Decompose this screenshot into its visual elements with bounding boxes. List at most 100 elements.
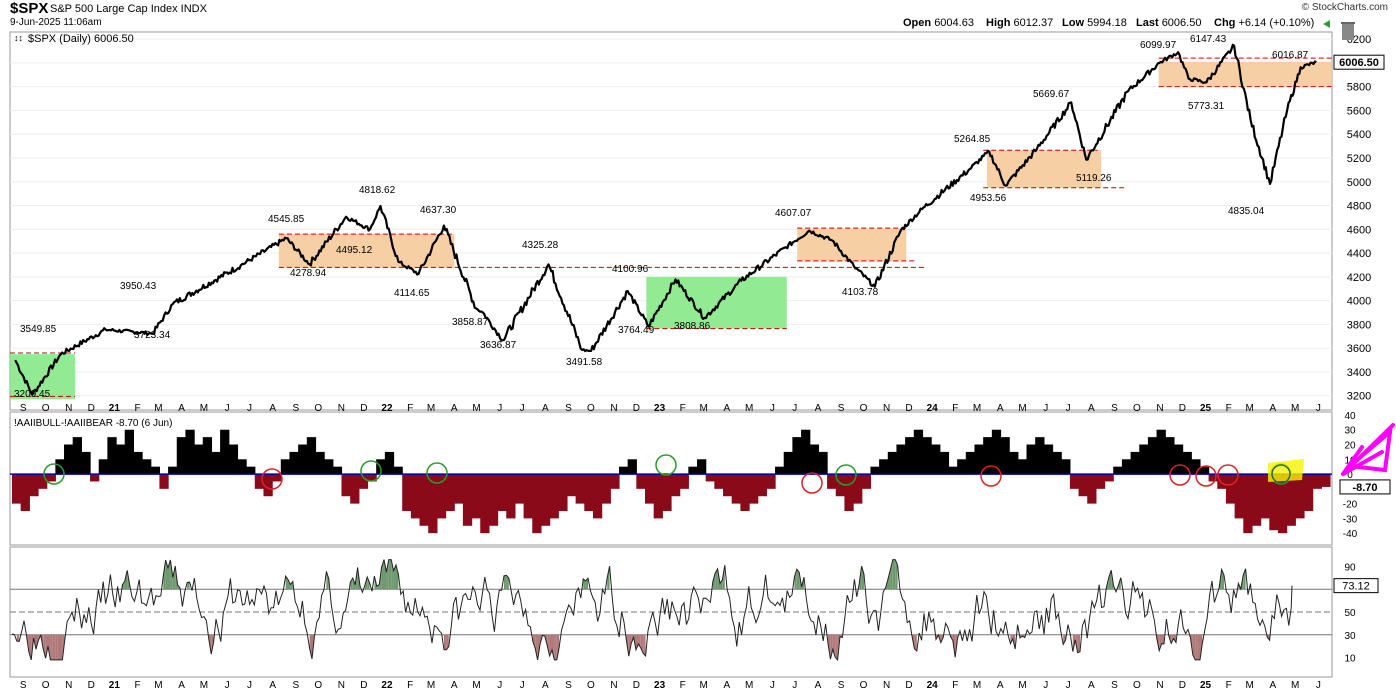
sentiment-bar (1026, 444, 1036, 475)
oscillator-overbought-fill (715, 568, 718, 590)
sentiment-bar (12, 474, 22, 504)
price-annotation: 3636.87 (480, 340, 517, 351)
sentiment-green-circle (835, 464, 857, 486)
sentiment-bar (532, 474, 542, 534)
oscillator-x-tick: F (134, 680, 140, 691)
oscillator-oversold-fill (50, 634, 53, 660)
oscillator-x-tick: A (997, 680, 1004, 691)
price-x-tick: J (520, 403, 525, 414)
sentiment-bar (1104, 474, 1114, 482)
sentiment-bar (1173, 444, 1184, 475)
price-annotation: 3764.49 (618, 325, 655, 336)
price-x-tick: O (42, 403, 50, 414)
price-y-tick: 3200 (1347, 391, 1371, 403)
price-x-tick: O (587, 403, 595, 414)
sentiment-bar (740, 474, 750, 512)
oscillator-overbought-fill (712, 573, 716, 590)
price-x-tick: F (952, 403, 958, 414)
sentiment-bar (202, 437, 213, 475)
sentiment-bar (835, 474, 846, 497)
price-x-tick: A (815, 403, 822, 414)
sentiment-bar (566, 474, 577, 497)
sentiment-bar (367, 474, 377, 482)
sentiment-red-circle (1169, 464, 1191, 486)
oscillator-oversold-fill (1192, 634, 1196, 660)
oscillator-overbought-fill (388, 559, 392, 590)
oscillator-x-tick: F (952, 680, 958, 691)
sentiment-bar (1095, 474, 1106, 489)
play-left-icon (1323, 20, 1330, 28)
oscillator-x-tick: M (973, 680, 981, 691)
sentiment-bar (965, 451, 976, 475)
price-x-tick: J (247, 403, 252, 414)
sentiment-bar (1113, 466, 1123, 475)
oscillator-x-tick: N (1156, 680, 1163, 691)
sentiment-green-circle (43, 463, 65, 485)
oscillator-oversold-fill (52, 634, 56, 660)
sentiment-bar (1251, 474, 1262, 526)
sentiment-bar (1217, 474, 1227, 489)
price-x-tick: J (1066, 403, 1071, 414)
sentiment-red-circle (801, 472, 823, 494)
sentiment-bar (983, 437, 993, 475)
sentiment-bar (410, 474, 421, 519)
oscillator-x-tick: 22 (381, 680, 393, 691)
sentiment-bar (454, 474, 464, 504)
price-x-tick: S (1111, 403, 1118, 414)
sentiment-bar (263, 474, 273, 497)
price-annotation: 6147.43 (1190, 34, 1227, 45)
sentiment-bar (1165, 437, 1175, 475)
sentiment-bar (1303, 474, 1314, 512)
sentiment-bar (697, 459, 707, 475)
copyright-link[interactable]: © StockCharts.com (1301, 2, 1388, 13)
sentiment-bar (766, 474, 776, 489)
sentiment-bar (393, 466, 403, 475)
price-x-tick: A (178, 403, 185, 414)
sentiment-bar (358, 474, 369, 489)
sentiment-bar (168, 466, 178, 475)
oscillator-x-tick: M (1018, 680, 1026, 691)
sentiment-bar (254, 474, 265, 489)
oscillator-x-tick: M (1245, 680, 1253, 691)
zone-green-2020 (10, 354, 75, 400)
price-annotation: 4818.62 (359, 185, 396, 196)
sentiment-red-circle (261, 468, 283, 490)
price-x-tick: S (293, 403, 300, 414)
oscillator-x-tick: A (815, 680, 822, 691)
price-annotation: 3723.34 (134, 330, 171, 341)
sentiment-red-circle (1195, 465, 1217, 487)
oscillator-oversold-fill (48, 634, 51, 660)
sentiment-bar (81, 451, 91, 475)
sentiment-bar (324, 459, 334, 475)
sentiment-bar (332, 466, 343, 475)
sentiment-y-tick: 0 (1347, 470, 1353, 481)
zone-orange-2024 (986, 150, 1102, 188)
sentiment-bar (1269, 474, 1279, 531)
sentiment-last-tag-box (1339, 479, 1391, 495)
oscillator-oversold-fill (16, 634, 20, 642)
oscillator-x-tick: F (407, 680, 413, 691)
price-x-tick: O (1133, 403, 1141, 414)
oscillator-oversold-fill (446, 634, 449, 650)
oscillator-x-tick: S (20, 680, 27, 691)
price-x-tick: D (633, 403, 640, 414)
oscillator-y-tick: 90 (1344, 562, 1356, 573)
sentiment-y-tick: 30 (1344, 426, 1356, 437)
sentiment-bar (107, 437, 117, 475)
sentiment-bar (228, 444, 239, 475)
price-annotation: 4278.94 (290, 268, 327, 279)
oscillator-x-tick: A (1088, 680, 1095, 691)
sentiment-red-circle (980, 465, 1002, 487)
oscillator-oversold-fill (1063, 634, 1066, 645)
oscillator-x-tick: A (269, 680, 276, 691)
sentiment-bar (1295, 474, 1305, 519)
price-x-tick: D (88, 403, 95, 414)
sentiment-bar (861, 474, 872, 489)
ohlc-low-value: 5994.18 (1087, 17, 1127, 29)
oscillator-oversold-fill (830, 634, 833, 660)
sentiment-bar (211, 451, 221, 475)
oscillator-x-tick: 24 (927, 680, 939, 691)
oscillator-x-tick: J (1043, 680, 1048, 691)
sentiment-bar (584, 474, 594, 512)
oscillator-x-tick: S (838, 680, 845, 691)
